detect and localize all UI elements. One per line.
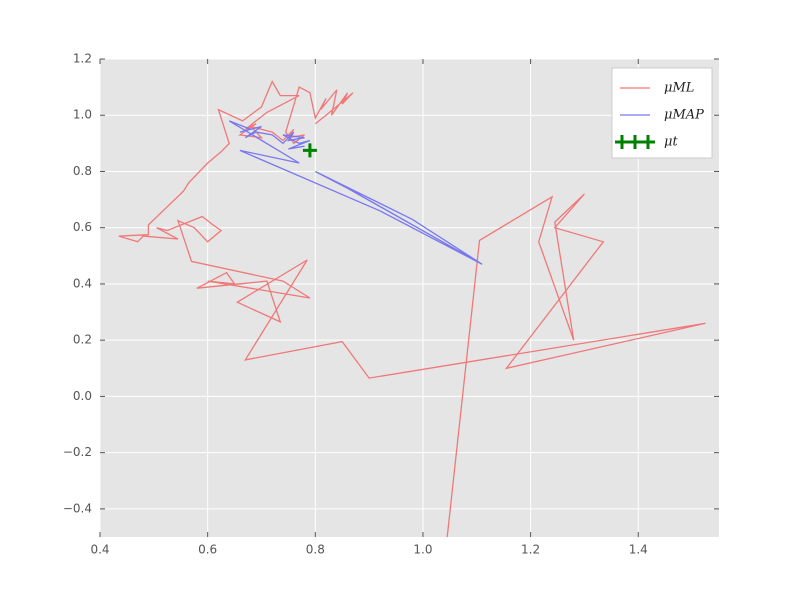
- legend-label: μt: [664, 135, 678, 150]
- y-tick-label: 0.2: [73, 333, 92, 347]
- x-tick-label: 0.8: [306, 543, 325, 557]
- y-tick-label: 1.0: [73, 108, 92, 122]
- legend-marker: [641, 135, 655, 149]
- legend-label: μML: [664, 81, 694, 96]
- x-tick-label: 1.4: [629, 543, 648, 557]
- y-tick-label: −0.4: [63, 501, 92, 515]
- y-tick-label: 0.4: [73, 276, 92, 290]
- y-tick-label: 0.6: [73, 220, 92, 234]
- line: [228, 120, 483, 265]
- legend-marker: [615, 135, 629, 149]
- legend: μML μMAP μt: [611, 67, 713, 159]
- grid: [99, 58, 719, 537]
- ticks: 0.4 0.6 0.8 1.0 1.2 1.4 −0.4 −0.2 0.0 0.2 0.4 0.6 0.…: [63, 52, 719, 557]
- legend-label: μMAP: [664, 108, 704, 123]
- y-tick-label: −0.2: [63, 445, 92, 459]
- marks: [118, 80, 706, 537]
- x-tick-label: 0.4: [90, 543, 109, 557]
- y-tick-label: 0.8: [73, 164, 92, 178]
- y-tick-label: 1.2: [73, 52, 92, 66]
- x-tick-label: 0.6: [198, 543, 217, 557]
- x-tick-label: 1.2: [521, 543, 540, 557]
- x-tick-label: 1.0: [413, 543, 432, 557]
- point: [302, 143, 317, 158]
- y-tick-label: 0.0: [73, 389, 92, 403]
- legend-marker: [628, 135, 642, 149]
